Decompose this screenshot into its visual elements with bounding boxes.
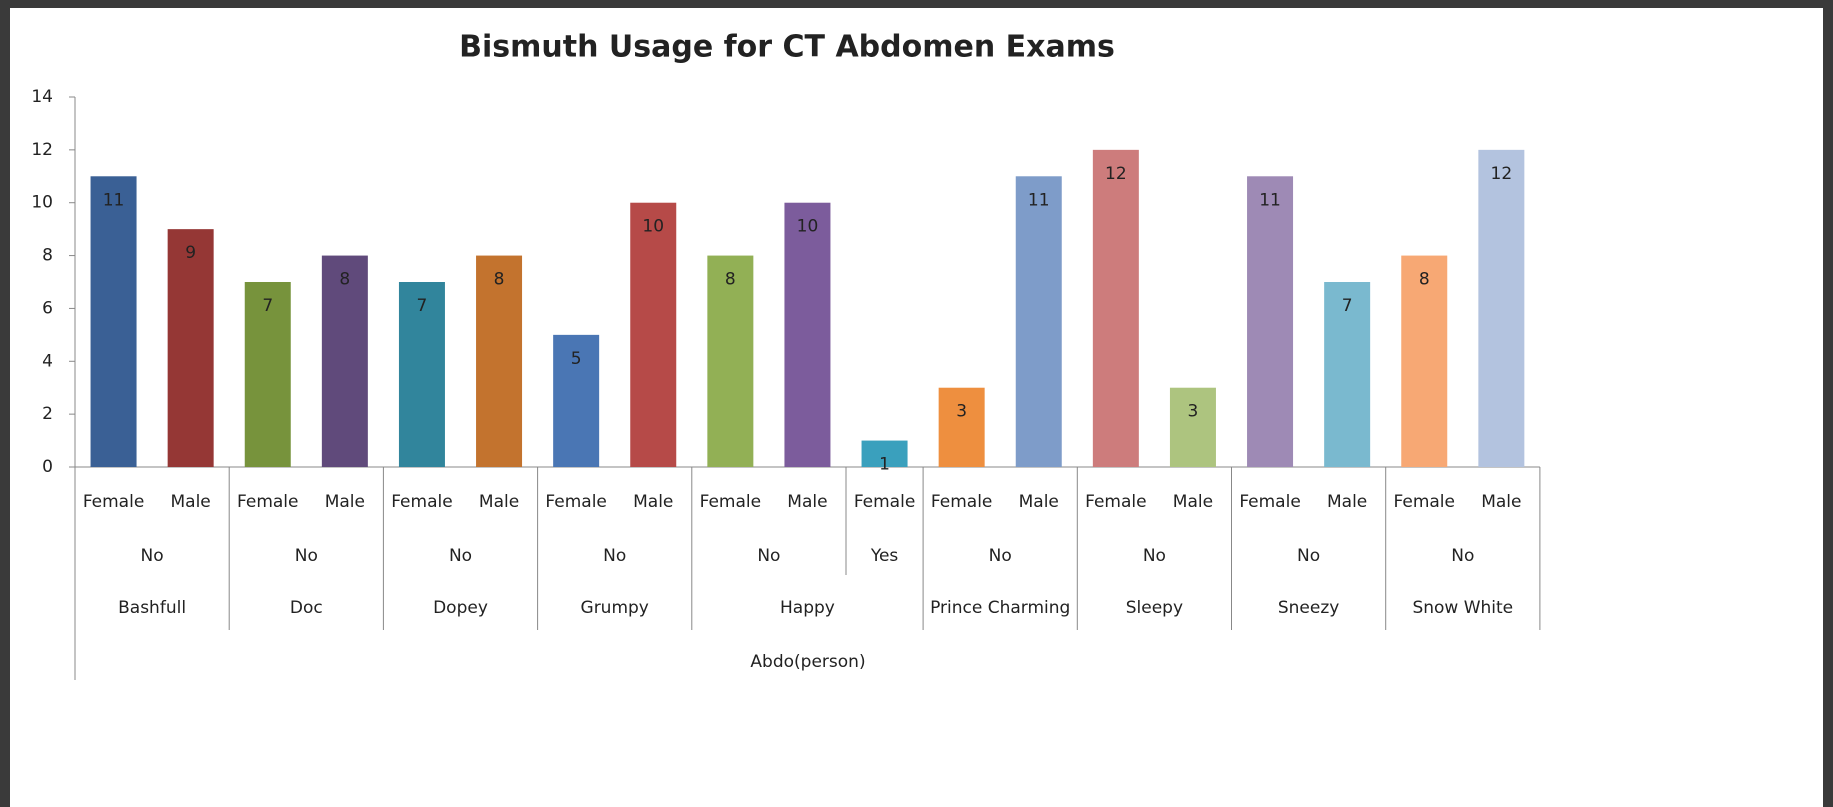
x-tick-label: Female — [931, 492, 992, 512]
subgroup-label: No — [1451, 546, 1474, 566]
group-label: Bashfull — [118, 598, 186, 618]
x-tick-label: Female — [237, 492, 298, 512]
x-tick-label: Male — [1173, 492, 1213, 512]
subgroup-label: No — [1297, 546, 1320, 566]
data-label: 9 — [185, 243, 196, 263]
x-tick-label: Male — [325, 492, 365, 512]
data-label: 12 — [1105, 164, 1127, 184]
x-tick-label: Male — [787, 492, 827, 512]
x-tick-label: Male — [633, 492, 673, 512]
bar — [861, 440, 908, 467]
subgroup-label: No — [989, 546, 1012, 566]
y-tick-label: 0 — [42, 457, 53, 477]
group-label: Snow White — [1412, 598, 1513, 618]
y-tick-label: 8 — [42, 246, 53, 266]
group-label: Prince Charming — [930, 598, 1070, 618]
x-tick-label: Female — [1239, 492, 1300, 512]
subgroup-label: Yes — [870, 546, 899, 566]
bar — [938, 387, 985, 467]
y-tick-label: 14 — [31, 87, 53, 107]
bar — [1169, 387, 1216, 467]
subgroup-label: No — [141, 546, 164, 566]
subgroup-label: No — [1143, 546, 1166, 566]
group-label: Happy — [780, 598, 835, 618]
chart-title: Bismuth Usage for CT Abdomen Exams — [459, 30, 1115, 65]
y-tick-label: 4 — [42, 351, 53, 371]
bar — [1015, 176, 1062, 468]
x-tick-label: Female — [1394, 492, 1455, 512]
data-label: 11 — [1028, 190, 1050, 210]
group-label: Sleepy — [1126, 598, 1183, 618]
x-tick-label: Male — [1019, 492, 1059, 512]
x-tick-label: Male — [1327, 492, 1367, 512]
bar — [1324, 282, 1371, 467]
data-label: 7 — [262, 296, 273, 316]
x-axis-label: Abdo(person) — [750, 652, 865, 672]
bar — [1092, 149, 1139, 467]
subgroup-label: No — [449, 546, 472, 566]
bar — [553, 334, 600, 467]
data-label: 7 — [417, 296, 428, 316]
bar — [244, 282, 291, 467]
data-label: 10 — [797, 217, 819, 237]
data-label: 5 — [571, 349, 582, 369]
bar — [630, 202, 677, 467]
x-tick-label: Female — [700, 492, 761, 512]
bar — [476, 255, 523, 467]
data-label: 11 — [103, 190, 125, 210]
x-tick-label: Male — [171, 492, 211, 512]
data-label: 3 — [1188, 402, 1199, 422]
data-label: 3 — [956, 402, 967, 422]
group-label: Doc — [290, 598, 323, 618]
subgroup-label: No — [295, 546, 318, 566]
x-tick-label: Female — [83, 492, 144, 512]
bar — [1401, 255, 1448, 467]
bar — [1247, 176, 1294, 468]
data-label: 8 — [339, 270, 350, 290]
subgroup-label: No — [757, 546, 780, 566]
bar — [90, 176, 137, 468]
data-label: 1 — [879, 455, 890, 475]
bar — [784, 202, 831, 467]
y-tick-label: 6 — [42, 298, 53, 318]
data-label: 8 — [1419, 270, 1430, 290]
x-tick-label: Female — [545, 492, 606, 512]
y-tick-label: 12 — [31, 140, 53, 160]
group-label: Dopey — [433, 598, 488, 618]
data-label: 7 — [1342, 296, 1353, 316]
subgroup-label: No — [603, 546, 626, 566]
y-tick-label: 10 — [31, 193, 53, 213]
bar — [321, 255, 368, 467]
y-tick-label: 2 — [42, 404, 53, 424]
x-tick-label: Female — [854, 492, 915, 512]
bar — [167, 229, 214, 467]
group-label: Sneezy — [1278, 598, 1339, 618]
data-label: 8 — [494, 270, 505, 290]
data-label: 11 — [1259, 190, 1281, 210]
x-tick-label: Male — [1481, 492, 1521, 512]
group-label: Grumpy — [581, 598, 649, 618]
x-tick-label: Female — [391, 492, 452, 512]
bar — [1478, 149, 1525, 467]
bar — [707, 255, 754, 467]
data-label: 8 — [725, 270, 736, 290]
x-tick-label: Male — [479, 492, 519, 512]
bar — [398, 282, 445, 467]
x-tick-label: Female — [1085, 492, 1146, 512]
data-label: 12 — [1491, 164, 1513, 184]
data-label: 10 — [642, 217, 664, 237]
